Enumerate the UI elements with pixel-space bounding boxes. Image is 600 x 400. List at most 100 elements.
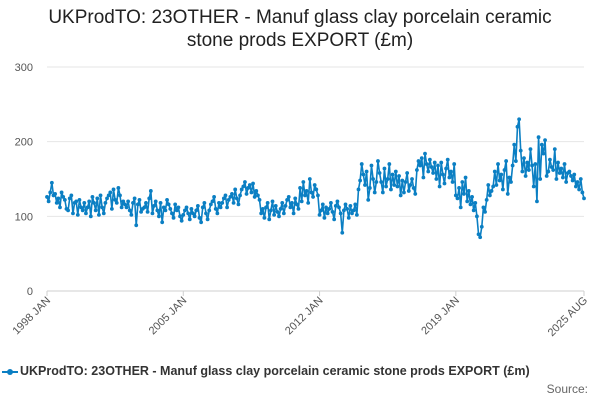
data-point [207,208,212,213]
data-point [346,215,351,220]
data-point [108,190,113,195]
data-point [418,163,423,168]
data-point [113,198,118,202]
data-point [497,178,502,183]
data-point [210,199,215,204]
data-point [546,169,551,174]
data-point [134,223,139,228]
data-point [53,192,58,196]
data-point [122,202,127,207]
data-point [285,198,290,202]
data-point [241,184,246,189]
data-point [384,184,388,189]
data-point [208,202,213,207]
data-point [233,187,238,192]
data-point [257,198,262,202]
data-point [223,193,228,198]
data-point [132,196,137,201]
data-point [463,175,468,180]
data-point [481,205,486,210]
data-point [356,187,361,192]
data-point [340,230,345,235]
data-point [150,211,155,216]
data-point [475,214,479,219]
data-point [58,205,62,210]
data-point [509,180,513,184]
data-point [582,196,586,201]
data-point [249,190,254,195]
data-point [442,181,447,186]
legend-marker-swatch [7,369,13,375]
data-point [251,181,255,186]
chart-title-line-2: stone prods EXPORT (£m) [186,30,414,51]
data-point [453,193,458,198]
data-point [525,160,530,165]
data-point [484,198,489,202]
data-point [523,174,528,178]
data-point [405,171,410,175]
data-point [492,169,497,174]
data-point [176,205,181,210]
data-point [478,235,483,240]
data-point [142,205,147,210]
data-point [212,195,217,199]
data-point [320,202,325,207]
data-point [439,160,444,165]
data-point [67,196,72,201]
data-point [121,199,126,204]
data-point [306,200,311,205]
data-point [444,166,448,171]
data-point [195,203,200,208]
data-point [158,200,163,205]
data-point [374,180,379,184]
data-point [265,200,270,205]
data-point [293,196,298,201]
data-point [364,169,369,174]
data-point [473,200,478,205]
data-point [363,183,367,187]
data-point [462,192,466,196]
data-point [536,135,541,140]
data-point [307,177,312,181]
data-point [262,215,267,220]
data-point [335,199,340,204]
data-point [225,205,229,210]
data-point [440,172,445,177]
data-point [221,196,226,201]
data-point [189,206,194,211]
data-point [371,177,375,181]
data-point [66,208,70,213]
data-point [184,205,189,210]
data-point [387,162,392,166]
data-point [517,117,522,122]
data-point [153,199,158,204]
data-point [267,217,272,222]
data-point [445,157,450,162]
data-point [460,180,465,184]
data-point [502,168,507,172]
data-point [530,163,534,168]
data-point [272,212,277,217]
data-point [296,206,301,211]
data-point [118,193,122,198]
data-point [238,193,242,198]
data-point [82,200,87,205]
data-point [415,168,419,172]
data-point [512,142,517,147]
data-point [163,208,168,213]
y-tick-label: 300 [15,62,33,74]
data-point [578,177,583,181]
data-point [62,198,67,202]
data-point [312,183,317,187]
x-tick-label: 2019 JAN [419,295,462,338]
data-point [171,215,176,220]
data-point [455,196,460,201]
data-point [116,186,121,190]
data-point [431,171,436,175]
data-point [486,183,491,187]
legend[interactable]: UKProdTO: 23OTHER - Manuf glass clay por… [0,364,600,380]
data-point [338,211,343,216]
data-point [376,159,380,163]
data-point [152,203,156,208]
data-point [202,200,207,205]
